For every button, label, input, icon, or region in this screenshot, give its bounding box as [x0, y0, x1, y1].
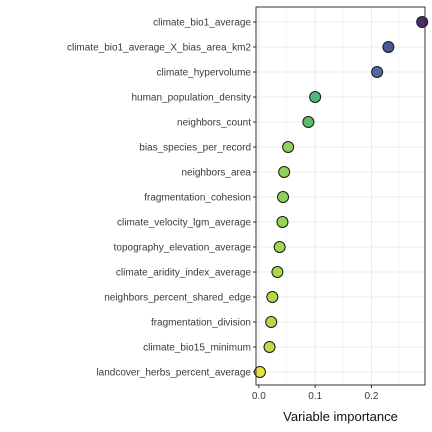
- x-axis-ticks: 0.0 0.1 0.2: [252, 385, 379, 402]
- data-point: [253, 366, 266, 378]
- data-point: [276, 216, 289, 228]
- y-tick-label: bias_species_per_record: [139, 143, 251, 154]
- data-point: [282, 141, 295, 153]
- data-point: [371, 66, 384, 78]
- x-tick-label: 0.1: [308, 391, 322, 402]
- x-axis-title: Variable importance: [283, 409, 398, 424]
- x-tick-label: 0.0: [252, 391, 266, 402]
- y-tick-label: climate_bio1_average: [153, 18, 251, 29]
- y-tick-label: topography_elevation_average: [114, 243, 252, 254]
- y-tick-label: climate_hypervolume: [157, 68, 252, 79]
- y-axis-labels: climate_bio1_average climate_bio1_average…: [67, 18, 251, 379]
- x-tick-label: 0.2: [365, 391, 379, 402]
- y-tick-label: neighbors_count: [177, 118, 251, 129]
- data-point: [265, 316, 278, 328]
- data-point: [273, 241, 286, 253]
- data-point: [271, 266, 284, 278]
- y-tick-label: neighbors_percent_shared_edge: [104, 293, 251, 304]
- data-point: [278, 166, 291, 178]
- y-tick-label: climate_velocity_lgm_average: [117, 218, 251, 229]
- y-tick-label: fragmentation_cohesion: [144, 193, 251, 204]
- data-point: [302, 116, 315, 128]
- y-tick-label: landcover_herbs_percent_average: [96, 368, 251, 379]
- y-tick-label: climate_aridity_index_average: [116, 268, 252, 279]
- y-tick-label: fragmentation_division: [151, 318, 251, 329]
- data-point: [382, 41, 395, 53]
- data-point: [277, 191, 290, 203]
- y-tick-label: climate_bio1_average_X_bias_area_km2: [67, 43, 251, 54]
- data-point: [266, 291, 279, 303]
- y-tick-label: climate_bio15_minimum: [143, 343, 251, 354]
- plot-panel-border: [255, 6, 426, 386]
- y-tick-label: human_population_density: [131, 93, 251, 104]
- data-point: [309, 91, 322, 103]
- y-tick-label: neighbors_area: [182, 168, 252, 179]
- data-point: [416, 16, 429, 28]
- data-point: [263, 341, 276, 353]
- data-points: [253, 16, 429, 378]
